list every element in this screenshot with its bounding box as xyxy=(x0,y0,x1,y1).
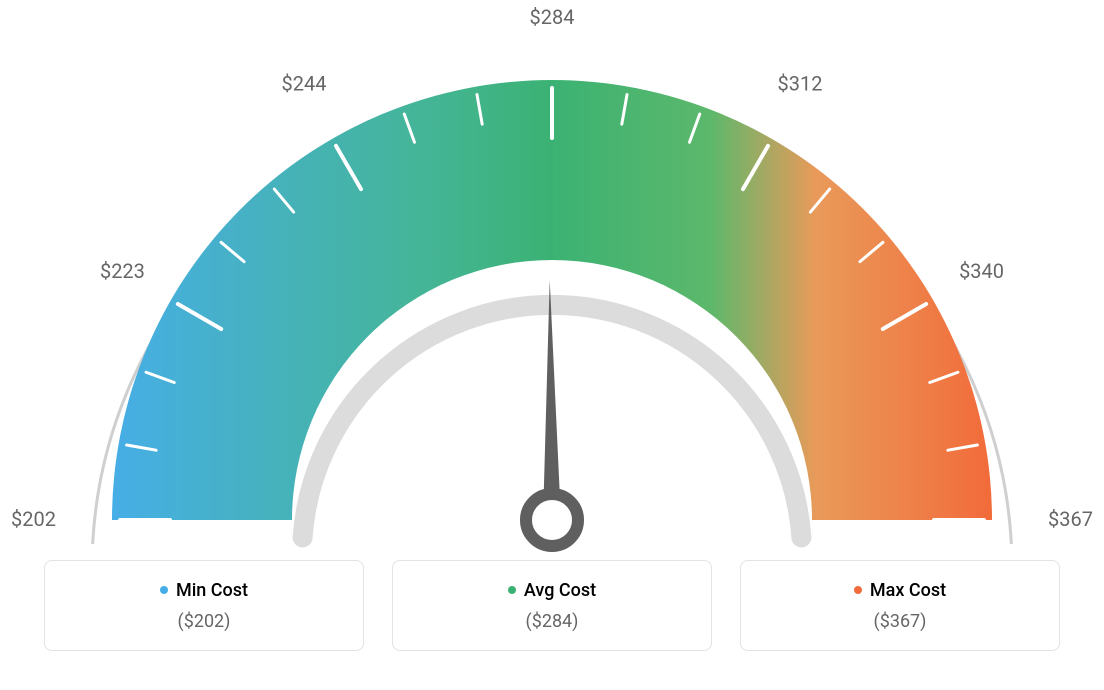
svg-text:$202: $202 xyxy=(11,507,56,531)
svg-text:$244: $244 xyxy=(282,71,327,95)
gauge-svg: $202 $223 $244 $284 $312 $340 $367 xyxy=(0,0,1104,560)
svg-text:$284: $284 xyxy=(530,5,575,29)
svg-text:$340: $340 xyxy=(959,259,1004,283)
gauge-chart: $202 $223 $244 $284 $312 $340 $367 xyxy=(0,0,1104,560)
legend-row: Min Cost ($202) Avg Cost ($284) Max Cost… xyxy=(0,560,1104,651)
legend-label-max: Max Cost xyxy=(870,580,946,601)
svg-text:$312: $312 xyxy=(778,71,823,95)
legend-title-min: Min Cost xyxy=(160,580,248,601)
legend-title-avg: Avg Cost xyxy=(508,580,596,601)
legend-label-min: Min Cost xyxy=(176,580,248,601)
legend-dot-max xyxy=(854,586,862,594)
legend-dot-avg xyxy=(508,586,516,594)
legend-value-avg: ($284) xyxy=(403,611,701,632)
legend-dot-min xyxy=(160,586,168,594)
svg-text:$223: $223 xyxy=(100,259,145,283)
legend-title-max: Max Cost xyxy=(854,580,946,601)
legend-box-max: Max Cost ($367) xyxy=(740,560,1060,651)
legend-value-min: ($202) xyxy=(55,611,353,632)
legend-box-min: Min Cost ($202) xyxy=(44,560,364,651)
legend-value-max: ($367) xyxy=(751,611,1049,632)
svg-text:$367: $367 xyxy=(1048,507,1093,531)
legend-label-avg: Avg Cost xyxy=(524,580,596,601)
legend-box-avg: Avg Cost ($284) xyxy=(392,560,712,651)
